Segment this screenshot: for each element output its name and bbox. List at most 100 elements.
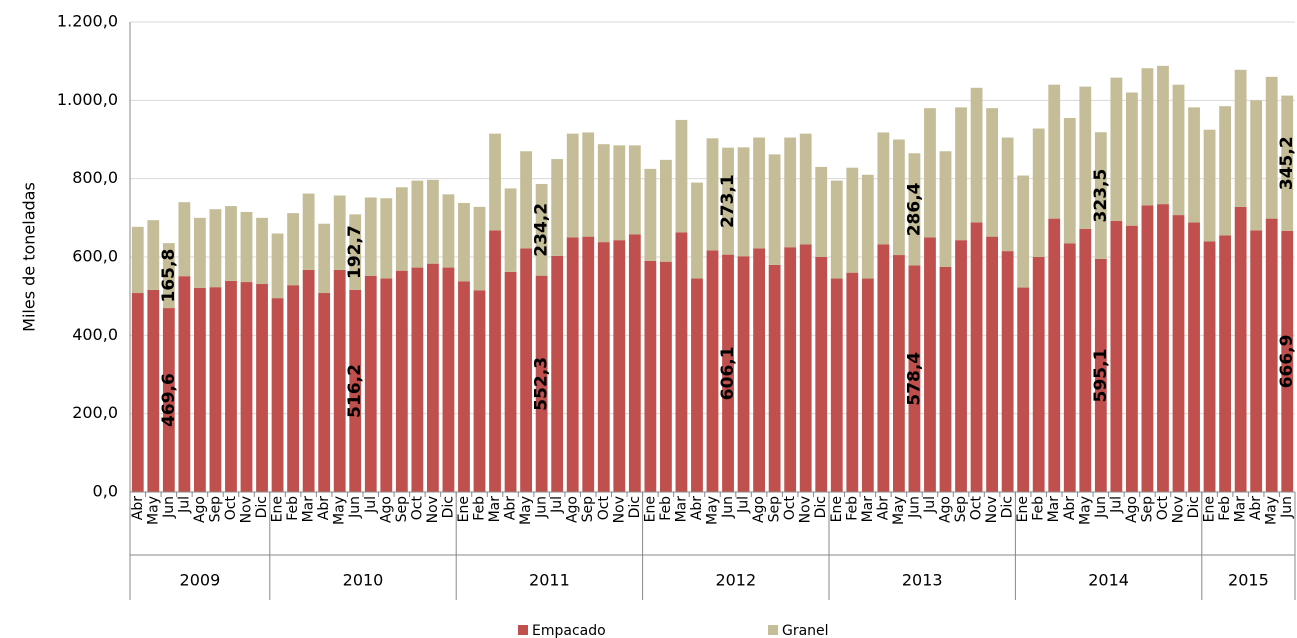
bar-segment [1250, 100, 1263, 231]
bar-segment [1094, 132, 1107, 259]
x-tick-label: Jun [161, 496, 177, 519]
x-tick-label: Abr [1062, 496, 1078, 520]
bar-segment [846, 167, 859, 273]
x-tick-label: Ago [565, 496, 581, 523]
y-tick-label: 1.000,0 [57, 90, 118, 109]
data-label: 666,9 [1277, 335, 1297, 389]
bar-segment [551, 255, 564, 492]
bar-segment [1048, 218, 1061, 492]
x-tick-label: Dic [254, 496, 270, 518]
y-tick-label: 800,0 [72, 168, 118, 187]
bar-segment [628, 234, 641, 493]
x-tick-label: Abr [875, 496, 891, 520]
bar-segment [986, 236, 999, 492]
bar-segment [846, 272, 859, 492]
x-tick-label: Feb [1217, 496, 1233, 521]
bar-segment [861, 278, 874, 492]
x-tick-label: Sep [207, 496, 223, 523]
bar-segment [380, 198, 393, 279]
bar-segment [1125, 92, 1138, 226]
x-tick-label: May [145, 496, 161, 525]
x-tick-label: Sep [580, 496, 596, 523]
bar-segment [908, 265, 921, 492]
bar-segment [970, 87, 983, 223]
data-label: 578,4 [904, 352, 924, 406]
bar-segment [551, 159, 564, 256]
bar-segment [1219, 235, 1232, 493]
data-label: 234,2 [532, 203, 552, 257]
bar-segment [131, 293, 144, 492]
y-axis-label: Miles de toneladas [20, 182, 39, 332]
bar-segment [489, 230, 501, 492]
bar-segment [737, 147, 750, 257]
bar-segment [768, 154, 781, 265]
legend-label: Granel [782, 623, 829, 638]
bar-segment [520, 151, 533, 249]
bar-segment [349, 214, 362, 290]
bar-segment [784, 137, 797, 248]
bar-segment [256, 217, 268, 285]
bar-segment [333, 269, 346, 492]
bar-segment [659, 159, 672, 262]
bar-segment [582, 132, 595, 237]
bar-segment [877, 132, 890, 245]
bar-segment [1079, 228, 1092, 493]
bar-segment [1250, 230, 1263, 492]
x-tick-label: Abr [689, 496, 705, 520]
x-tick-label: Sep [953, 496, 969, 523]
bar-segment [597, 144, 610, 243]
x-tick-label: Oct [969, 496, 985, 521]
bar-segment [1188, 107, 1200, 223]
bar-segment [504, 188, 517, 272]
year-label: 2015 [1228, 571, 1269, 590]
bar-segment [1110, 220, 1123, 492]
bar-segment [349, 289, 362, 492]
bar-segment [193, 217, 206, 288]
y-tick-label: 0,0 [93, 482, 118, 501]
x-tick-label: Feb [658, 496, 674, 521]
bar-segment [209, 209, 222, 288]
y-tick-label: 200,0 [72, 403, 118, 422]
year-label: 2012 [715, 571, 756, 590]
x-tick-label: Ene [642, 496, 658, 522]
bar-segment [225, 206, 237, 281]
bar-segment [799, 133, 812, 245]
bar-segment [628, 145, 641, 235]
bar-segment [1141, 68, 1154, 206]
x-tick-label: Abr [1248, 496, 1264, 520]
y-tick-label: 600,0 [72, 247, 118, 266]
x-tick-label: Jun [906, 496, 922, 519]
x-tick-label: Mar [1046, 496, 1062, 523]
bar-segment [830, 180, 843, 279]
x-tick-label: Dic [440, 496, 456, 518]
bar-segment [924, 237, 936, 492]
bar-segment [815, 257, 828, 492]
bar-segment [830, 278, 843, 492]
x-tick-label: Dic [1186, 496, 1202, 518]
x-tick-label: Feb [1031, 496, 1047, 521]
bar-segment [1017, 287, 1030, 492]
x-tick-label: Jul [549, 496, 565, 514]
x-tick-label: Nov [239, 496, 255, 523]
data-label: 165,8 [159, 249, 179, 303]
x-tick-label: Ago [192, 496, 208, 523]
bar-segment [302, 269, 315, 492]
data-label: 606,1 [718, 346, 738, 400]
x-tick-label: May [332, 496, 348, 525]
bar-segment [473, 206, 486, 291]
bar-segment [442, 194, 455, 268]
bar-segment [1048, 84, 1061, 219]
bar-segment [939, 266, 952, 492]
bar-segment [193, 287, 206, 492]
bar-segment [1265, 218, 1278, 492]
x-tick-label: Jul [1108, 496, 1124, 514]
bar-segment [861, 174, 874, 279]
bar-segment [691, 278, 703, 492]
bar-segment [955, 107, 967, 241]
bar-segment [318, 293, 331, 492]
bar-segment [1125, 225, 1138, 492]
x-tick-label: Jun [347, 496, 363, 519]
x-tick-label: Oct [409, 496, 425, 521]
bar-segment [1203, 129, 1216, 242]
x-tick-label: Abr [316, 496, 332, 520]
